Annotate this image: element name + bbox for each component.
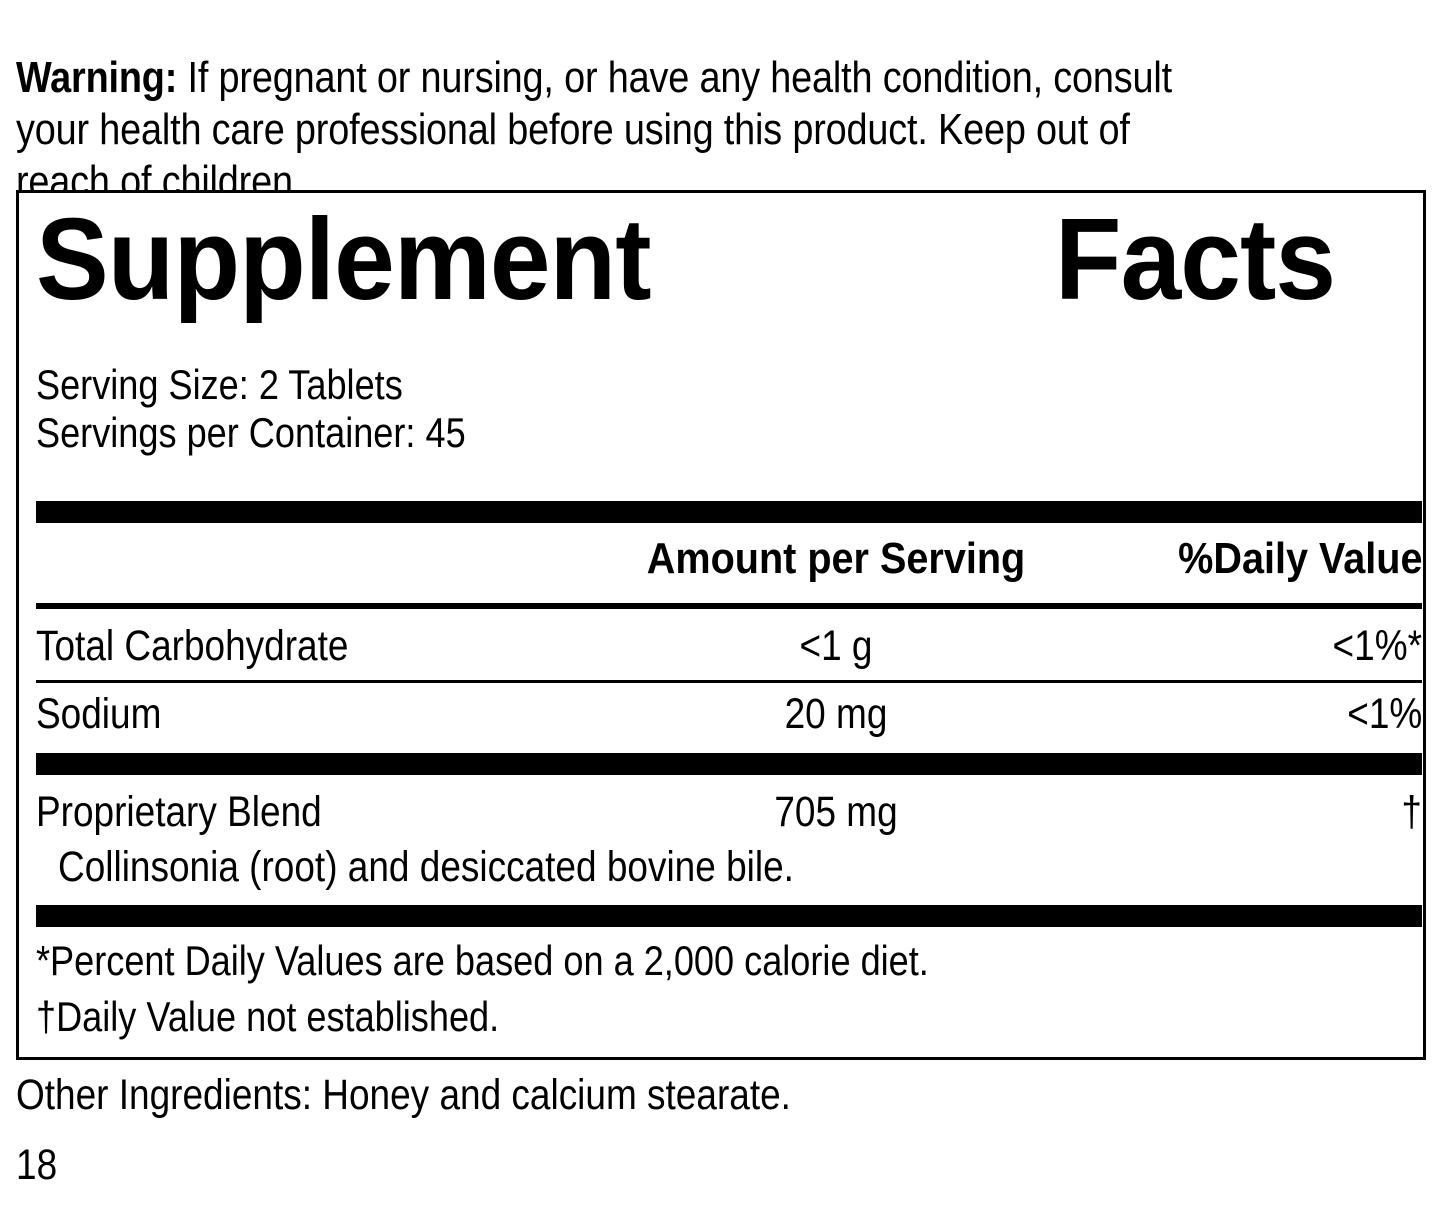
row-name: Proprietary Blend [36, 788, 322, 836]
serving-info-block: Serving Size: 2 Tablets Servings per Con… [36, 361, 1228, 457]
column-header-row: Amount per Serving %Daily Value [36, 529, 1422, 589]
row-name: Total Carbohydrate [36, 622, 349, 670]
rule-above-column-headers [36, 501, 1422, 523]
warning-label: Warning: [16, 53, 178, 102]
supplement-facts-panel: Supplement Facts Serving Size: 2 Tablets… [16, 190, 1426, 1060]
row-name: Sodium [36, 690, 162, 738]
other-ingredients-text: Other Ingredients: Honey and calcium ste… [16, 1071, 791, 1119]
column-header-daily-value: %Daily Value [1177, 534, 1422, 583]
title-word-facts: Facts [1054, 194, 1336, 324]
title-word-supplement: Supplement [36, 194, 652, 324]
column-header-amount-per-serving: Amount per Serving [646, 534, 1026, 583]
row-amount: 705 mg [774, 788, 898, 836]
table-row-sodium: Sodium 20 mg <1% [36, 685, 1422, 743]
blend-ingredients-text: Collinsonia (root) and desiccated bovine… [58, 843, 794, 891]
footnote-percent-daily-value: *Percent Daily Values are based on a 2,0… [36, 937, 929, 984]
supplement-facts-inner: Supplement Facts Serving Size: 2 Tablets… [36, 193, 1422, 1057]
servings-per-container-line: Servings per Container: 45 [36, 409, 466, 456]
table-row-proprietary-blend: Proprietary Blend 705 mg † [36, 783, 1422, 841]
rule-below-column-headers [36, 603, 1422, 609]
footnote-daily-value-not-established: †Daily Value not established. [36, 993, 500, 1040]
serving-size-line: Serving Size: 2 Tablets [36, 361, 403, 408]
warning-paragraph: Warning: If pregnant or nursing, or have… [16, 52, 1229, 208]
row-daily-value: † [1401, 788, 1422, 836]
supplement-facts-title: Supplement Facts [36, 199, 1339, 319]
rule-above-proprietary-blend [36, 753, 1422, 775]
row-amount: 20 mg [784, 690, 888, 738]
page-number-text: 18 [16, 1141, 58, 1189]
rule-above-footnotes [36, 905, 1422, 927]
row-amount: <1 g [799, 622, 873, 670]
row-daily-value: <1%* [1332, 622, 1422, 670]
row-daily-value: <1% [1346, 690, 1422, 738]
rule-between-rows [36, 680, 1422, 683]
proprietary-blend-ingredients: Collinsonia (root) and desiccated bovine… [36, 838, 1422, 896]
other-ingredients-line: Other Ingredients: Honey and calcium ste… [16, 1070, 1426, 1120]
table-row-total-carbohydrate: Total Carbohydrate <1 g <1%* [36, 617, 1422, 675]
warning-text: If pregnant or nursing, or have any heal… [16, 53, 1173, 206]
page-number: 18 [16, 1140, 64, 1190]
footnotes-block: *Percent Daily Values are based on a 2,0… [36, 933, 1422, 1045]
